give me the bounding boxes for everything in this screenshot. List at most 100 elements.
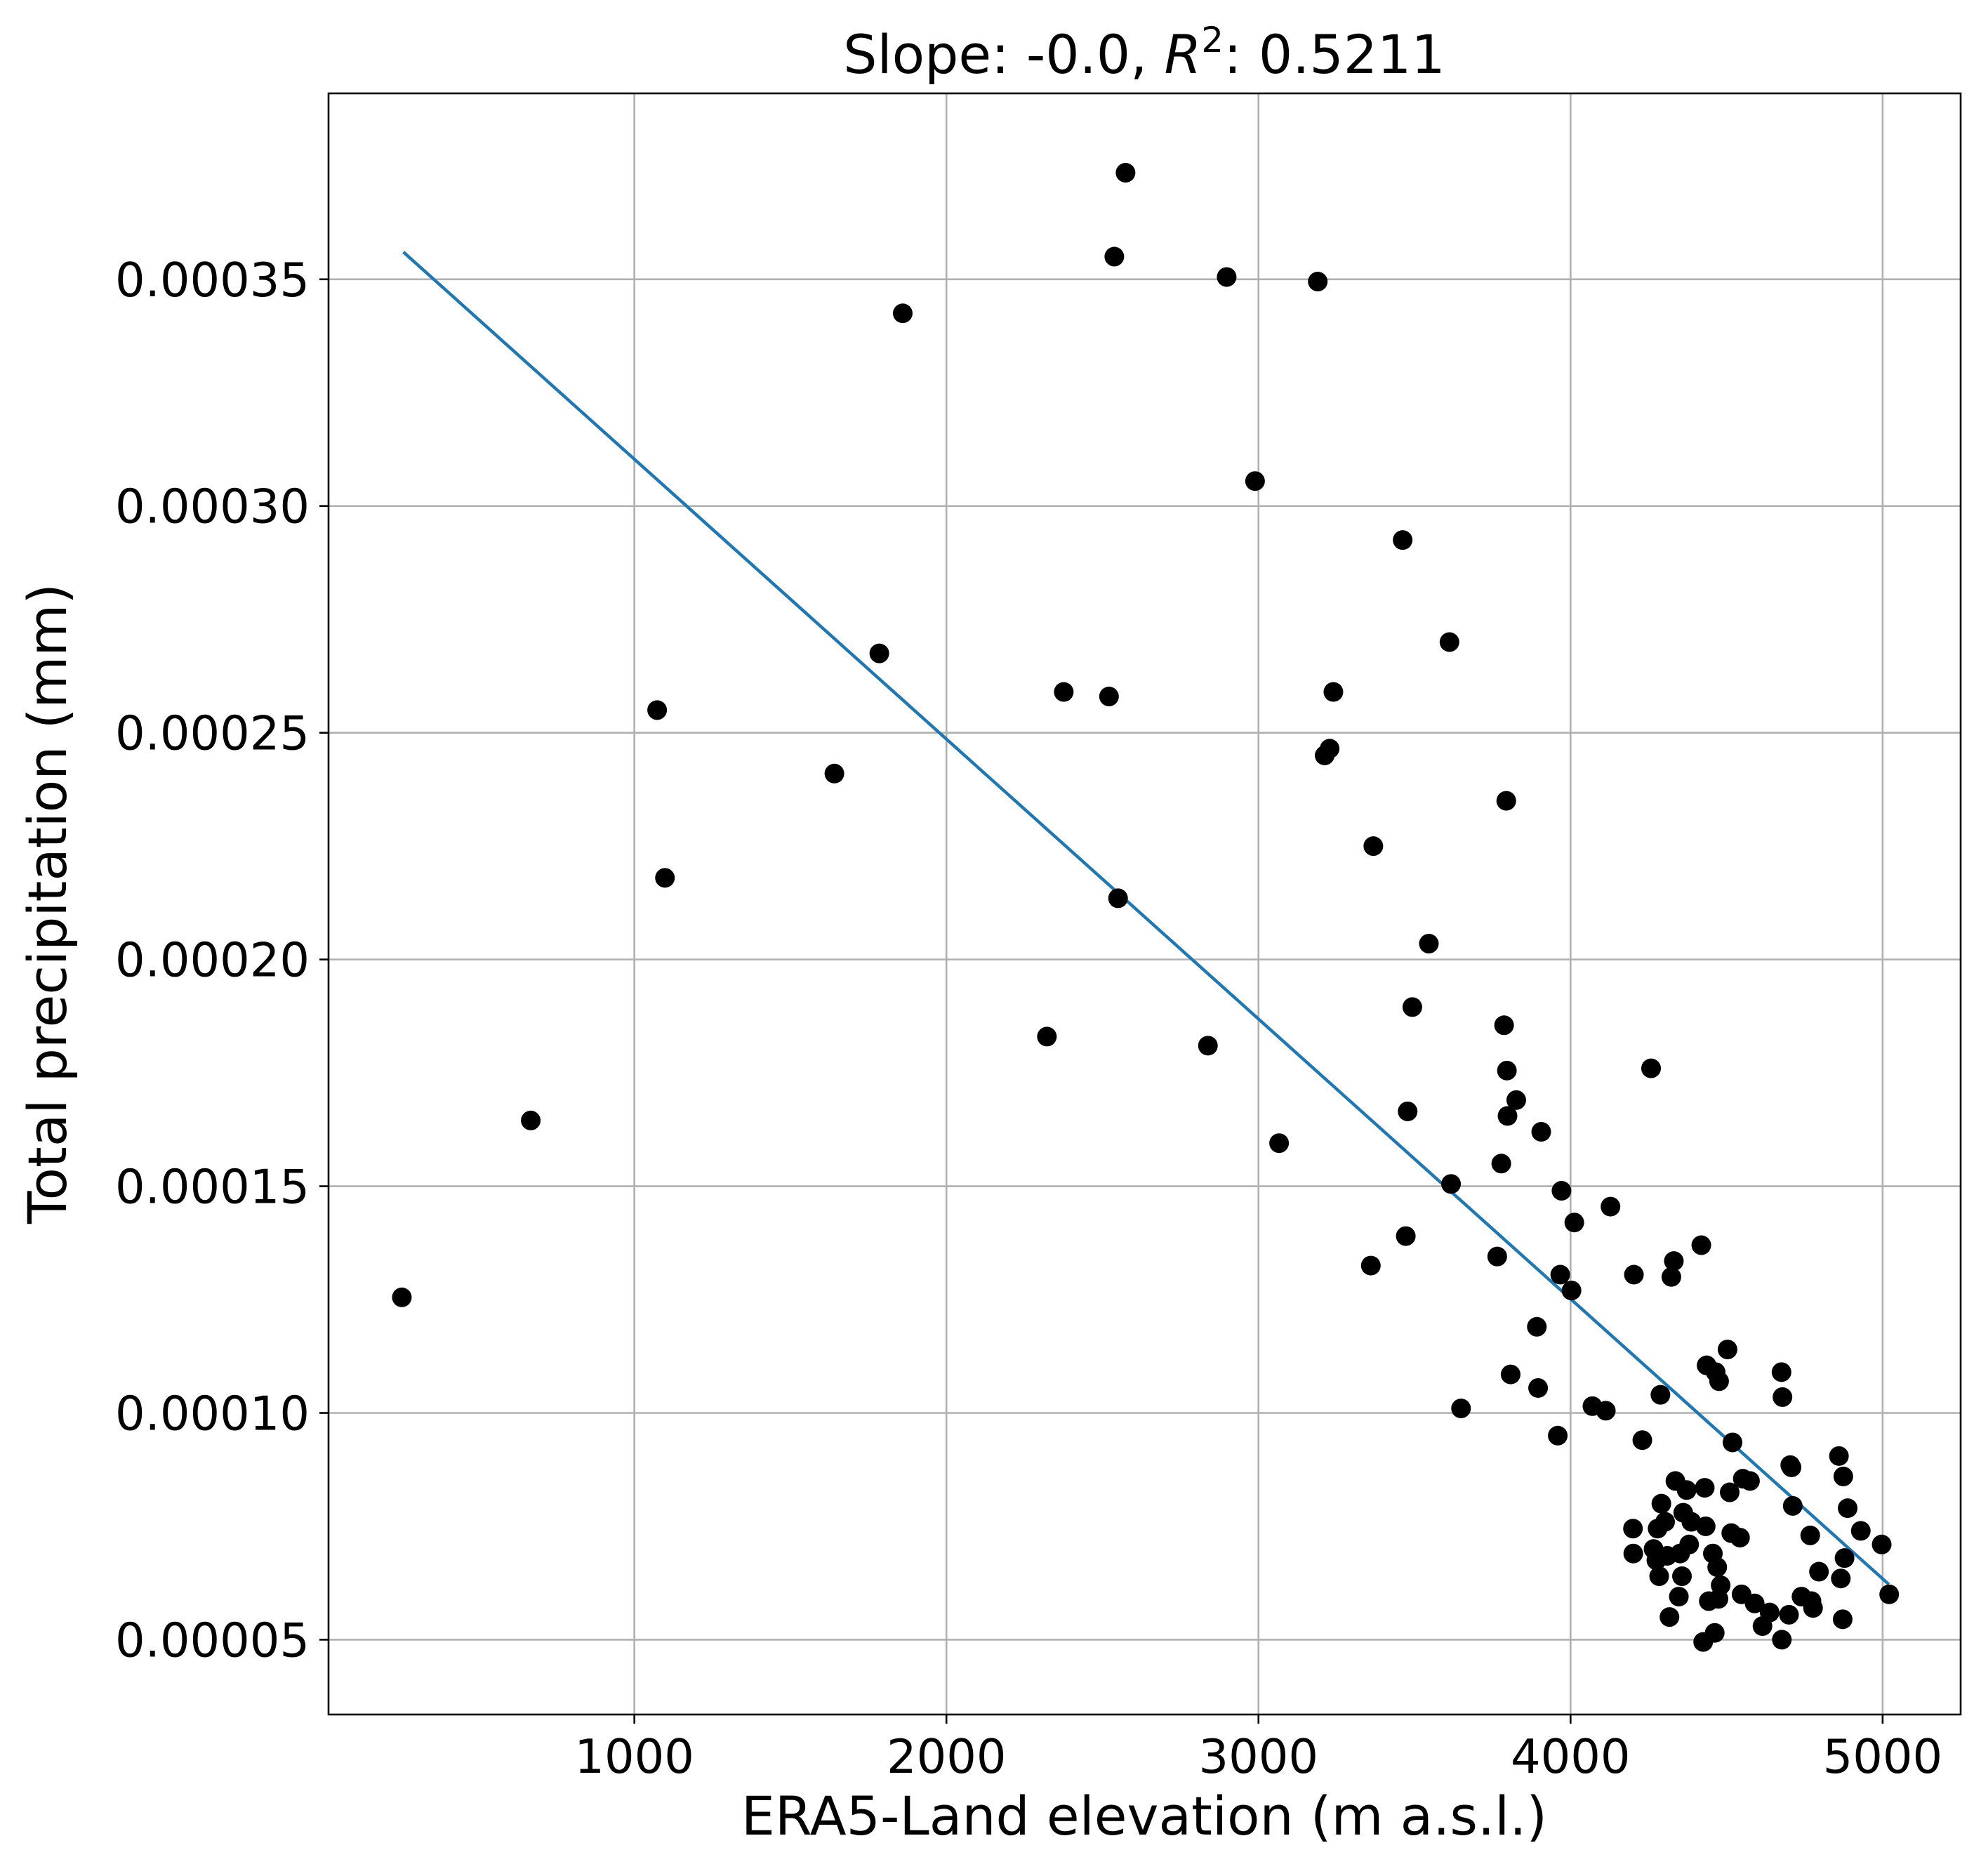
data-point [1451,1399,1471,1419]
data-point [1833,1466,1853,1486]
fit-line-layer [402,251,1890,1586]
data-point [1676,1480,1697,1500]
data-point [1740,1471,1760,1491]
data-point [1879,1584,1900,1604]
data-point [1672,1566,1692,1587]
data-point [1601,1196,1621,1217]
data-point [1561,1281,1582,1301]
data-point [1551,1181,1572,1201]
y-tick-label: 0.00005 [115,1613,310,1667]
x-tick-label: 4000 [1511,1729,1631,1784]
data-point [1772,1630,1792,1650]
data-point [1245,471,1265,491]
data-point [1548,1425,1568,1446]
data-point [1641,1058,1662,1078]
axis-ticks: 1000 2000 3000 4000 5000 0.00005 0.00010 0.0001… [115,253,1942,1784]
data-point [1720,1482,1740,1502]
data-point [1704,1623,1725,1643]
data-point [1838,1498,1858,1519]
data-point [1723,1432,1743,1453]
data-point [1491,1154,1511,1174]
data-point [1832,1609,1853,1630]
data-point [1691,1235,1711,1255]
data-point [1037,1026,1057,1047]
data-point [1497,1060,1517,1081]
data-point [1744,1593,1765,1613]
data-point [1496,791,1516,811]
data-point [1707,1557,1728,1578]
data-point [1659,1607,1680,1627]
data-point [1782,1457,1802,1477]
data-point [1779,1604,1799,1625]
y-tick-label: 0.00015 [115,1160,310,1215]
data-point [647,700,668,720]
data-point [1527,1316,1547,1337]
data-point [1402,997,1422,1017]
data-point [1623,1543,1643,1564]
data-point [1829,1446,1849,1466]
data-point [1782,1495,1803,1516]
data-point [521,1110,541,1130]
regression-line [402,251,1890,1586]
data-point [869,643,889,663]
data-point [1695,1516,1716,1536]
data-point [1528,1378,1549,1398]
x-axis-label: ERA5-Land elevation (m a.s.l.) [741,1785,1547,1847]
data-point [1596,1401,1616,1421]
data-point [1217,267,1237,287]
data-point [1624,1264,1644,1285]
data-point [1759,1602,1780,1623]
data-point [1360,1255,1381,1276]
data-point [1809,1561,1829,1582]
y-tick-label: 0.00020 [115,933,310,988]
data-point [1396,1226,1416,1246]
data-point [1108,888,1128,909]
r-symbol: R [1164,23,1201,86]
x-tick-label: 5000 [1823,1729,1943,1784]
data-point [1115,163,1136,183]
data-point [1363,836,1384,857]
data-point [655,868,675,888]
data-point [1669,1587,1689,1607]
y-tick-label: 0.00035 [115,253,310,308]
y-tick-label: 0.00030 [115,480,310,534]
data-point [1773,1387,1793,1407]
data-point [1506,1090,1526,1110]
data-point [1500,1364,1520,1385]
data-point [1695,1478,1715,1498]
data-point [1730,1528,1750,1548]
data-point [1679,1534,1700,1554]
data-point [1771,1362,1791,1382]
data-point [1661,1267,1681,1287]
data-point [892,303,913,324]
data-point [1711,1575,1731,1595]
data-point [1439,632,1459,652]
data-point [1834,1548,1855,1568]
data-point [1198,1036,1218,1056]
data-point [1497,1106,1518,1126]
data-point [1650,1385,1671,1405]
data-point [1649,1566,1669,1587]
data-point [1269,1133,1290,1154]
r-power: 2 [1201,20,1224,60]
data-point [1623,1519,1643,1539]
data-point [1632,1430,1652,1451]
y-axis-label: Total precipitation (mm) [16,583,79,1224]
data-point [1487,1246,1507,1267]
data-point [1393,530,1413,550]
chart-title: Slope: -0.0, R2: 0.5211 [843,20,1445,86]
y-tick-label: 0.00025 [115,706,310,761]
data-points [392,163,1900,1652]
data-point [1494,1015,1514,1036]
plot-frame [327,92,1962,1716]
data-point [1717,1340,1737,1360]
x-tick-label: 1000 [574,1729,694,1784]
data-point [1564,1213,1584,1233]
grid [329,93,1961,1715]
data-point [1323,682,1344,702]
data-point [1419,934,1439,954]
data-point [1104,246,1125,267]
data-point [1054,682,1074,702]
data-point [1850,1521,1871,1541]
data-point [1320,739,1340,759]
